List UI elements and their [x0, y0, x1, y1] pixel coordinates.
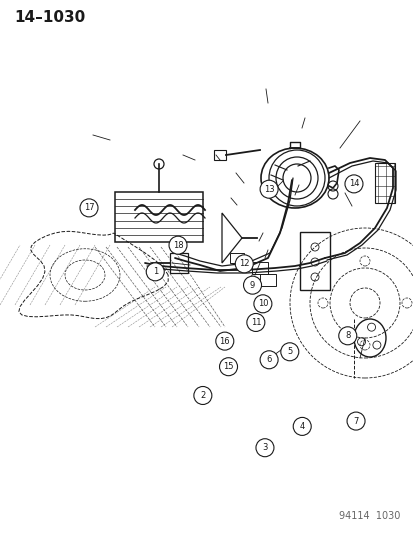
Circle shape	[193, 386, 211, 405]
Text: 94114  1030: 94114 1030	[338, 511, 399, 521]
Circle shape	[280, 343, 298, 361]
Circle shape	[169, 236, 187, 254]
Circle shape	[146, 263, 164, 281]
Circle shape	[80, 199, 98, 217]
Bar	[214, 150, 225, 160]
Text: 7: 7	[353, 417, 358, 425]
Text: 12: 12	[238, 260, 249, 268]
Circle shape	[292, 417, 311, 435]
Circle shape	[219, 358, 237, 376]
Text: 16: 16	[219, 337, 230, 345]
Text: 15: 15	[223, 362, 233, 371]
Text: 9: 9	[249, 281, 254, 289]
Text: 3: 3	[262, 443, 267, 452]
Bar	[170, 253, 188, 273]
Circle shape	[243, 276, 261, 294]
Text: 17: 17	[83, 204, 94, 212]
Circle shape	[215, 332, 233, 350]
Circle shape	[338, 327, 356, 345]
Bar	[115, 192, 202, 242]
Text: 13: 13	[263, 185, 274, 193]
Circle shape	[346, 412, 364, 430]
Text: 11: 11	[250, 318, 261, 327]
Bar	[230, 253, 243, 263]
Text: 4: 4	[299, 422, 304, 431]
Text: 10: 10	[257, 300, 268, 308]
Text: 5: 5	[287, 348, 292, 356]
Text: 14–1030: 14–1030	[14, 10, 85, 25]
Text: 18: 18	[172, 241, 183, 249]
Text: 2: 2	[200, 391, 205, 400]
Circle shape	[259, 180, 278, 198]
Circle shape	[246, 313, 264, 332]
Circle shape	[255, 439, 273, 457]
Text: 1: 1	[152, 268, 157, 276]
Text: 14: 14	[348, 180, 358, 188]
Circle shape	[253, 295, 271, 313]
Text: 8: 8	[344, 332, 349, 340]
Bar	[259, 274, 275, 286]
Circle shape	[344, 175, 362, 193]
Bar	[299, 232, 329, 290]
Text: 6: 6	[266, 356, 271, 364]
Circle shape	[259, 351, 278, 369]
Circle shape	[235, 255, 253, 273]
Bar	[252, 262, 267, 274]
